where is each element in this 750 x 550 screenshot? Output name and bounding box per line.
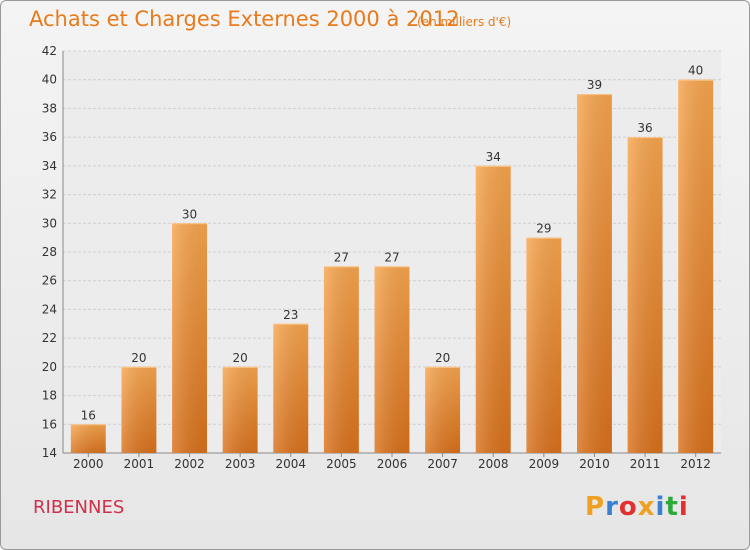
- x-tick-label: 2008: [478, 457, 509, 471]
- data-labels: 16 20 30 20 23 27 27 20 34 29 39 36 40: [81, 64, 704, 423]
- bar-shade: [526, 237, 562, 453]
- y-tick-label: 36: [42, 130, 57, 144]
- bar-shade: [475, 165, 511, 453]
- logo-letter: P: [585, 492, 606, 522]
- logo-letter: o: [618, 492, 638, 522]
- logo-letter: i: [655, 492, 666, 522]
- data-label: 23: [283, 308, 298, 322]
- x-tick-label: 2006: [377, 457, 408, 471]
- bar-shade: [222, 366, 258, 453]
- data-label: 20: [435, 351, 450, 365]
- data-label: 16: [81, 408, 96, 422]
- x-tick-label: 2003: [225, 457, 256, 471]
- chart-title: Achats et Charges Externes 2000 à 2012: [29, 7, 460, 31]
- x-tick-label: 2010: [579, 457, 610, 471]
- y-tick-label: 32: [42, 188, 57, 202]
- x-tick-label: 2004: [275, 457, 306, 471]
- data-label: 40: [688, 64, 703, 78]
- bar-shade: [627, 137, 663, 453]
- x-axis: 2000 2001 2002 2003 2004 2005 2006 2007 2008 2009…: [73, 453, 711, 471]
- y-tick-label: 38: [42, 101, 57, 115]
- x-tick-label: 2007: [427, 457, 458, 471]
- y-tick-label: 34: [42, 159, 57, 173]
- y-tick-label: 24: [42, 302, 57, 316]
- x-tick-label: 2005: [326, 457, 357, 471]
- bar-shade: [576, 94, 612, 454]
- data-label: 27: [334, 250, 349, 264]
- y-tick-label: 22: [42, 331, 57, 345]
- commune-name: RIBENNES: [33, 497, 125, 518]
- logo-letter: r: [605, 492, 619, 522]
- x-tick-label: 2011: [630, 457, 661, 471]
- bar-shade: [323, 266, 359, 453]
- y-tick-label: 40: [42, 73, 57, 87]
- y-tick-label: 30: [42, 216, 57, 230]
- data-label: 20: [131, 351, 146, 365]
- bar-shade: [678, 79, 714, 453]
- y-axis: 14 16 18 20 22 24 26 28 30 32 34 36 38 40 42: [42, 44, 721, 460]
- data-label: 36: [637, 121, 652, 135]
- bars: [70, 79, 714, 454]
- bar-shade: [273, 323, 309, 453]
- y-tick-label: 14: [42, 446, 57, 460]
- y-tick-label: 16: [42, 417, 57, 431]
- data-label: 20: [233, 351, 248, 365]
- data-label: 29: [536, 222, 551, 236]
- data-label: 34: [486, 150, 501, 164]
- data-label: 30: [182, 207, 197, 221]
- x-tick-label: 2001: [124, 457, 155, 471]
- x-tick-label: 2009: [529, 457, 560, 471]
- y-tick-label: 42: [42, 44, 57, 58]
- bar-shade: [121, 366, 157, 453]
- logo-letter: t: [665, 492, 679, 522]
- proxiti-logo[interactable]: Proxiti: [585, 492, 689, 522]
- bar-shade: [172, 223, 208, 453]
- x-tick-label: 2000: [73, 457, 104, 471]
- bar-shade: [374, 266, 410, 453]
- y-tick-label: 28: [42, 245, 57, 259]
- data-label: 39: [587, 78, 602, 92]
- y-tick-label: 20: [42, 360, 57, 374]
- y-tick-label: 18: [42, 389, 57, 403]
- x-tick-label: 2012: [680, 457, 711, 471]
- chart-unit: (en milliers d'€): [417, 15, 512, 29]
- logo-letter: x: [637, 492, 656, 522]
- logo-letter: i: [678, 492, 689, 522]
- y-tick-label: 26: [42, 274, 57, 288]
- x-tick-label: 2002: [174, 457, 205, 471]
- data-label: 27: [384, 250, 399, 264]
- bar-shade: [425, 366, 461, 453]
- bar-shade: [70, 424, 106, 453]
